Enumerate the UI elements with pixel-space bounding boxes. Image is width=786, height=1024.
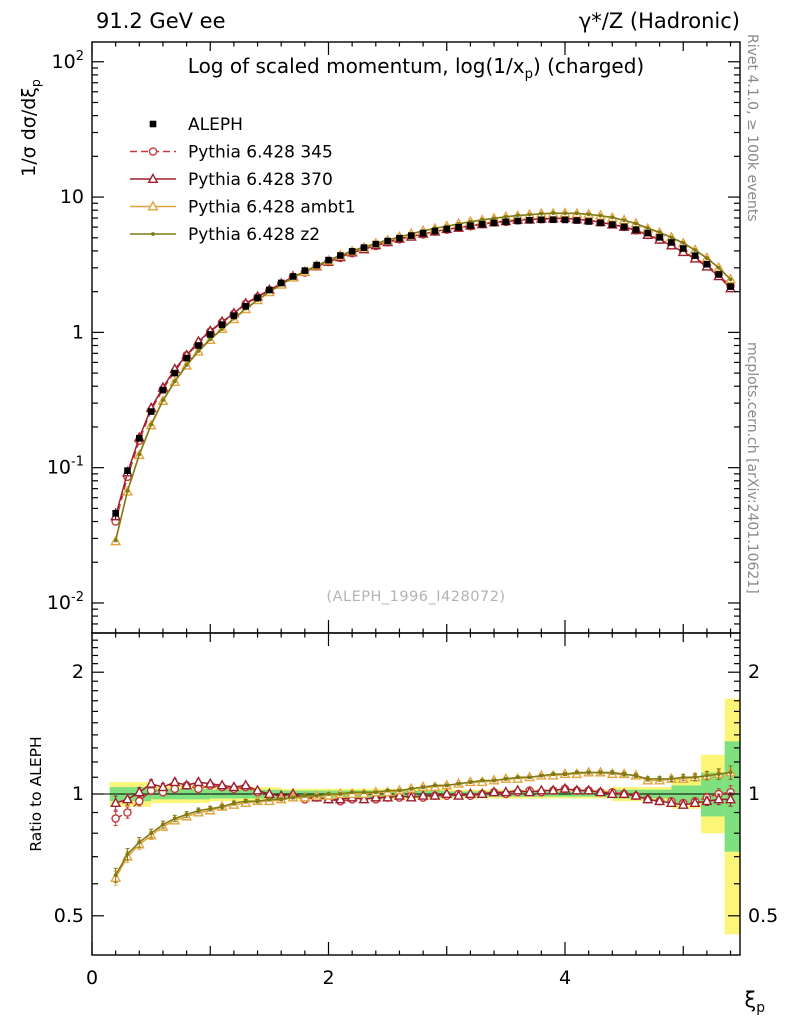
series-pythia-z2-top [113,211,733,543]
svg-text:2: 2 [322,967,334,989]
y-axis-label-top: 1/σ dσ/dξp [18,13,43,243]
svg-text:Pythia 6.428 345: Pythia 6.428 345 [188,143,333,163]
legend: ALEPH Pythia 6.428 345 Pythia 6.428 370 Pyt… [130,115,356,245]
axis-ticks [91,42,740,955]
plot-title: Log of scaled momentum, log(1/xp) (charg… [92,54,740,82]
y-axis-label-ratio: Ratio to ALEPH [27,736,45,852]
svg-text:4: 4 [559,967,571,989]
svg-text:0.5: 0.5 [748,905,778,927]
axis-tick-labels: 102 10 1 10-1 10-2 2 2 1 1 0.5 0.5 0 2 4 [47,49,778,989]
series-pythia-z2-ratio [113,765,733,883]
series-pythia-370-top [110,212,737,521]
series-pythia-345-top [111,213,735,526]
svg-text:10-1: 10-1 [47,455,84,479]
series-pythia-ambt1-ratio [110,765,737,886]
x-axis-label-text: ξ [744,988,757,1012]
svg-text:1: 1 [748,783,760,805]
series-pythia-ambt1-top [110,207,737,546]
svg-text:2: 2 [72,661,84,683]
mcplots-reference-note: mcplots.cern.ch [arXiv:2401.10621] [744,342,760,594]
svg-text:Pythia 6.428 370: Pythia 6.428 370 [188,170,333,190]
svg-text:ALEPH: ALEPH [188,115,243,135]
y-axis-label-subscript: p [27,79,43,88]
plot-title-subscript: p [524,67,533,82]
plot-title-text: Log of scaled momentum, log(1/x [187,54,525,78]
svg-text:Pythia 6.428 z2: Pythia 6.428 z2 [188,225,320,245]
svg-text:1: 1 [72,321,84,343]
svg-text:10: 10 [60,186,84,208]
series-pythia-370-ratio [110,776,737,811]
plot-title-suffix: ) (charged) [532,54,645,78]
svg-text:Pythia 6.428 ambt1: Pythia 6.428 ambt1 [188,198,356,218]
x-axis-label: ξp [700,988,765,1016]
svg-text:0.5: 0.5 [54,905,84,927]
svg-text:102: 102 [52,49,84,73]
beam-energy-label: 91.2 GeV ee [96,9,226,33]
x-axis-label-subscript: p [756,1000,765,1017]
rivet-version-note: Rivet 4.1.0, ≥ 100k events [744,34,760,222]
ratio-uncertainty-bands [109,698,740,935]
y-axis-label-text: 1/σ dσ/dξ [18,87,40,177]
aleph-data-points [112,216,734,519]
analysis-id-watermark: (ALEPH_1996_I428072) [326,589,506,605]
svg-text:0: 0 [86,967,98,989]
svg-text:10-2: 10-2 [47,590,84,614]
process-label: γ*/Z (Hadronic) [578,9,740,33]
svg-text:2: 2 [748,661,760,683]
svg-text:1: 1 [72,783,84,805]
